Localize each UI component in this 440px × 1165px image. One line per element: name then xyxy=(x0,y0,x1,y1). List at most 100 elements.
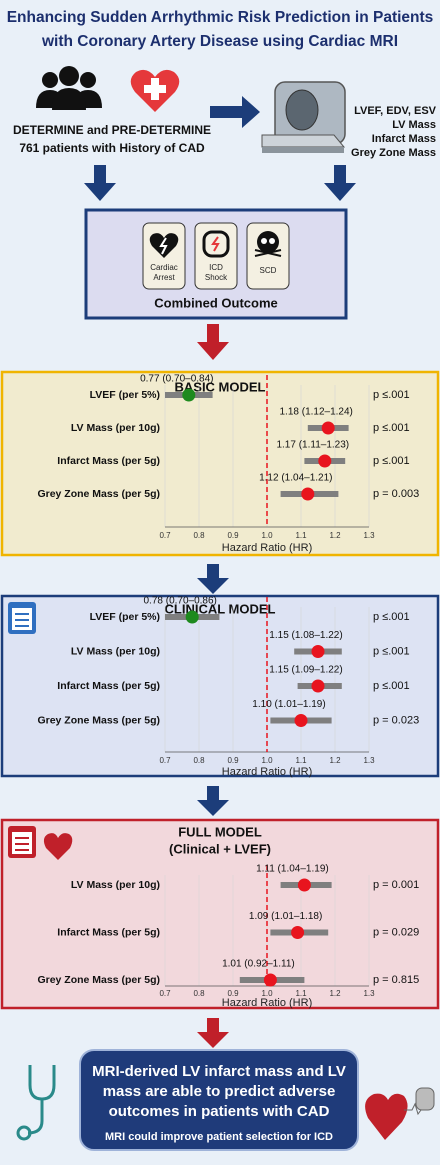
mri-measure: Infarct Mass xyxy=(372,133,436,145)
value-label: 1.09 (1.01–1.18) xyxy=(249,911,322,922)
cohort-text: 761 patients with History of CAD xyxy=(19,141,205,155)
x-tick-label: 0.7 xyxy=(159,531,171,540)
hr-marker xyxy=(185,610,199,624)
outcome-cards xyxy=(142,222,290,290)
x-tick-label: 1.1 xyxy=(295,756,307,765)
x-tick-label: 1.2 xyxy=(329,531,341,540)
hr-marker xyxy=(297,878,311,892)
panel-title: FULL MODEL xyxy=(178,824,262,839)
x-tick-label: 0.8 xyxy=(193,989,205,998)
outcome-label: ICD xyxy=(209,263,223,272)
x-tick-label: 1.0 xyxy=(261,756,273,765)
full-panel xyxy=(0,818,440,1010)
arrow xyxy=(197,564,229,594)
clipboard-icon xyxy=(8,602,36,634)
value-label: 1.01 (0.92–1.11) xyxy=(222,959,295,970)
x-tick-label: 0.8 xyxy=(193,756,205,765)
x-tick-label: 1.0 xyxy=(261,531,273,540)
x-tick-label: 1.3 xyxy=(363,756,375,765)
people-icon xyxy=(36,66,102,110)
category-label: LV Mass (per 10g) xyxy=(71,422,160,434)
x-tick-label: 0.9 xyxy=(227,756,239,765)
x-tick-label: 1.2 xyxy=(329,756,341,765)
x-axis-label: Hazard Ratio (HR) xyxy=(222,766,312,778)
x-tick-label: 1.0 xyxy=(261,989,273,998)
hr-marker xyxy=(318,454,332,468)
stethoscope-icon xyxy=(16,1065,56,1141)
arrow xyxy=(197,786,229,816)
p-value: p ≤.001 xyxy=(373,611,410,623)
category-label: Grey Zone Mass (per 5g) xyxy=(37,974,160,986)
x-tick-label: 1.1 xyxy=(295,531,307,540)
p-value: p = 0.001 xyxy=(373,879,419,891)
mri-measure: Grey Zone Mass xyxy=(351,147,436,159)
x-tick-label: 1.3 xyxy=(363,531,375,540)
hr-marker xyxy=(263,973,277,987)
category-label: Infarct Mass (per 5g) xyxy=(57,926,160,938)
outcome-label: Arrest xyxy=(153,273,175,282)
arrow xyxy=(324,165,356,201)
title: with Coronary Artery Disease using Cardi… xyxy=(41,33,398,50)
p-value: p ≤.001 xyxy=(373,389,410,401)
value-label: 1.12 (1.04–1.21) xyxy=(259,473,332,484)
basic-panel xyxy=(0,370,440,557)
arrow xyxy=(210,96,260,128)
x-tick-label: 0.8 xyxy=(193,531,205,540)
conclusion-text: MRI-derived LV infarct mass and LV xyxy=(92,1063,346,1080)
p-value: p = 0.023 xyxy=(373,714,419,726)
conclusion-text: outcomes in patients with CAD xyxy=(109,1103,330,1120)
p-value: p ≤.001 xyxy=(373,645,410,657)
hr-marker xyxy=(291,926,305,939)
p-value: p = 0.029 xyxy=(373,926,419,938)
hr-marker xyxy=(294,714,308,727)
p-value: p ≤.001 xyxy=(373,680,410,692)
p-value: p ≤.001 xyxy=(373,455,410,467)
hr-marker xyxy=(321,421,335,435)
outcome-title: Combined Outcome xyxy=(154,295,278,310)
arrow xyxy=(84,165,116,201)
x-tick-label: 1.3 xyxy=(363,989,375,998)
category-label: LV Mass (per 10g) xyxy=(71,879,160,891)
category-label: LV Mass (per 10g) xyxy=(71,645,160,657)
category-label: Grey Zone Mass (per 5g) xyxy=(37,714,160,726)
panel-subtitle: (Clinical + LVEF) xyxy=(169,841,271,856)
hr-marker xyxy=(311,679,325,693)
x-axis-label: Hazard Ratio (HR) xyxy=(222,542,312,554)
category-label: LVEF (per 5%) xyxy=(90,389,160,401)
clinical-panel xyxy=(0,594,440,778)
p-value: p = 0.815 xyxy=(373,974,419,986)
outcome-label: SCD xyxy=(260,266,277,275)
cohort-text: DETERMINE and PRE-DETERMINE xyxy=(13,123,211,137)
clipboard-heart-icon xyxy=(8,826,73,860)
category-label: Grey Zone Mass (per 5g) xyxy=(37,488,160,500)
value-label: 1.18 (1.12–1.24) xyxy=(280,407,353,418)
x-tick-label: 1.2 xyxy=(329,989,341,998)
title: Enhancing Sudden Arrhythmic Risk Predict… xyxy=(7,9,434,26)
outcome-label: Cardiac xyxy=(150,263,178,272)
value-label: 0.78 (0.70–0.86) xyxy=(144,596,217,607)
value-label: 1.17 (1.11–1.23) xyxy=(276,440,349,451)
arrow xyxy=(197,324,229,360)
x-tick-label: 1.1 xyxy=(295,989,307,998)
conclusion-text: mass are able to predict adverse xyxy=(103,1083,336,1100)
value-label: 1.15 (1.08–1.22) xyxy=(269,630,342,641)
value-label: 1.15 (1.09–1.22) xyxy=(269,665,342,676)
outcome-label: Shock xyxy=(205,273,228,282)
hr-marker xyxy=(301,487,315,501)
value-label: 0.77 (0.70–0.84) xyxy=(140,374,213,385)
category-label: Infarct Mass (per 5g) xyxy=(57,680,160,692)
heart-device-icon xyxy=(365,1087,435,1140)
mri-measure: LVEF, EDV, ESV xyxy=(354,105,437,117)
panel-title: BASIC MODEL xyxy=(175,379,266,394)
x-tick-label: 0.7 xyxy=(159,989,171,998)
category-label: Infarct Mass (per 5g) xyxy=(57,455,160,467)
x-tick-label: 0.9 xyxy=(227,989,239,998)
p-value: p = 0.003 xyxy=(373,488,419,500)
category-label: LVEF (per 5%) xyxy=(90,611,160,623)
p-value: p ≤.001 xyxy=(373,422,410,434)
arrow xyxy=(197,1018,229,1048)
conclusion-note: MRI could improve patient selection for … xyxy=(105,1131,333,1143)
heart-icon xyxy=(130,69,180,112)
hr-marker xyxy=(182,388,196,402)
